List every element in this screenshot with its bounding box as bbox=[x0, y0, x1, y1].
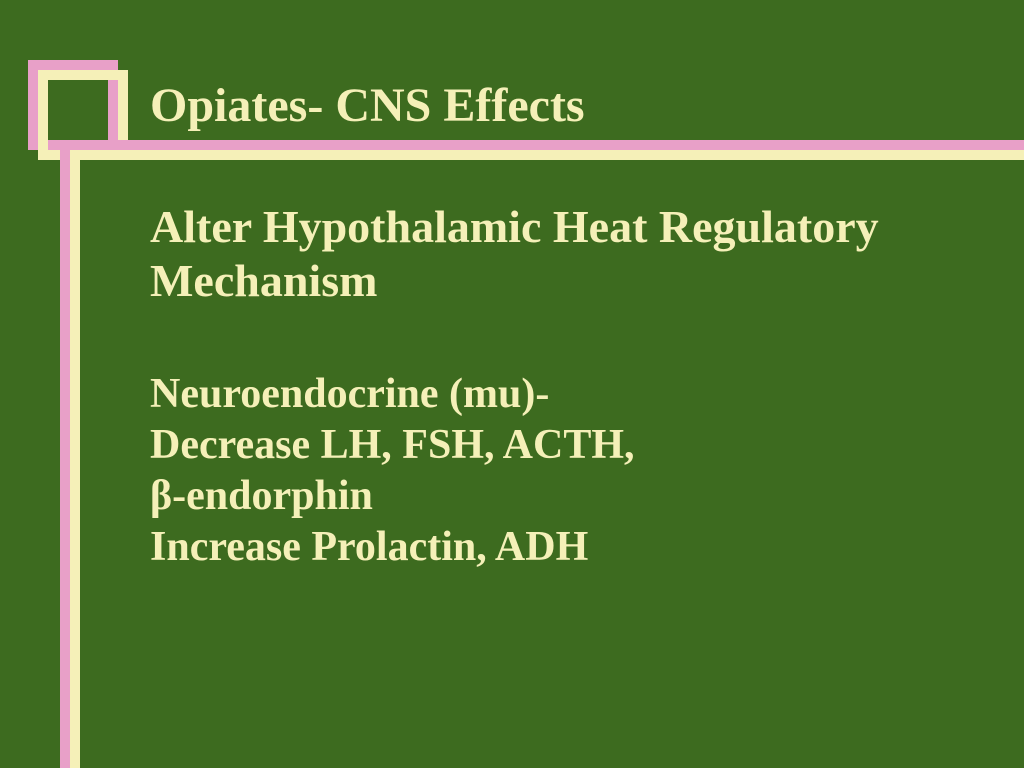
para-line: Decrease LH, FSH, ACTH, bbox=[150, 420, 964, 471]
slide-paragraph: Neuroendocrine (mu)- Decrease LH, FSH, A… bbox=[150, 369, 964, 574]
frame-pink-vertical bbox=[60, 150, 70, 768]
para-line: Neuroendocrine (mu)- bbox=[150, 369, 964, 420]
slide-body: Alter Hypothalamic Heat Regulatory Mecha… bbox=[150, 200, 964, 573]
frame-pink-square-left bbox=[28, 60, 38, 150]
frame-yellow-square-bottom bbox=[38, 150, 128, 160]
frame-yellow-square-left bbox=[38, 70, 48, 160]
frame-yellow-square-top bbox=[38, 70, 128, 80]
frame-pink-square-top bbox=[28, 60, 118, 70]
slide-subtitle: Alter Hypothalamic Heat Regulatory Mecha… bbox=[150, 200, 964, 309]
para-line: β-endorphin bbox=[150, 471, 964, 522]
frame-yellow-horizontal bbox=[128, 150, 1024, 160]
slide-title: Opiates- CNS Effects bbox=[150, 78, 585, 133]
frame-pink-horizontal bbox=[118, 140, 1024, 150]
frame-yellow-vertical bbox=[70, 160, 80, 768]
slide: Opiates- CNS Effects Alter Hypothalamic … bbox=[0, 0, 1024, 768]
para-line: Increase Prolactin, ADH bbox=[150, 522, 964, 573]
